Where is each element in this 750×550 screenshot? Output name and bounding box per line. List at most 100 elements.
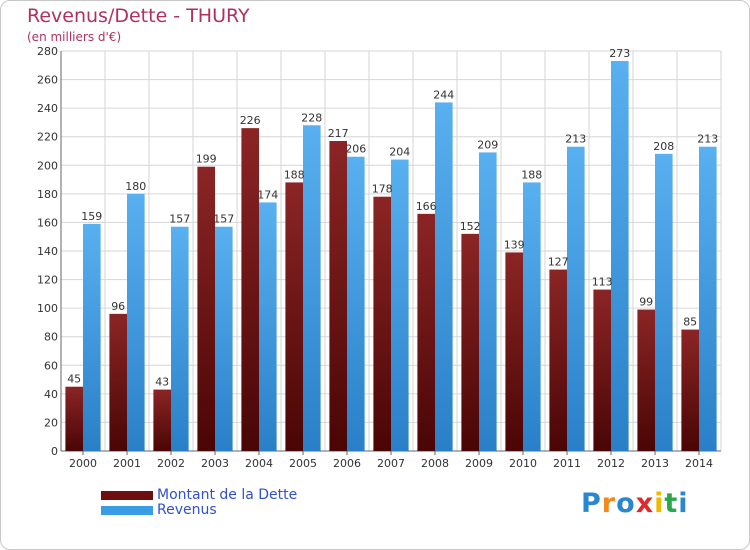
data-label: 188 xyxy=(284,168,305,181)
chart-subtitle: (en milliers d'€) xyxy=(27,30,122,44)
bar-revenus xyxy=(347,156,365,451)
x-tick-label: 2003 xyxy=(201,457,229,470)
bar-dette xyxy=(285,182,303,451)
x-tick-label: 2014 xyxy=(685,457,713,470)
bar-dette xyxy=(681,329,699,451)
data-label: 213 xyxy=(697,133,718,146)
logo-letter: r xyxy=(601,488,617,519)
chart-title: Revenus/Dette - THURY xyxy=(27,5,250,27)
data-label: 166 xyxy=(416,200,437,213)
bar-revenus xyxy=(215,226,233,451)
bar-dette xyxy=(65,386,83,451)
bar-revenus xyxy=(127,193,145,451)
bar-revenus xyxy=(567,146,585,451)
y-tick-label: 280 xyxy=(37,45,58,58)
data-label: 45 xyxy=(67,373,81,386)
x-tick-label: 2011 xyxy=(553,457,581,470)
data-label: 157 xyxy=(213,213,234,226)
data-label: 209 xyxy=(477,138,498,151)
y-tick-label: 200 xyxy=(37,159,58,172)
data-label: 99 xyxy=(639,296,653,309)
y-tick-label: 100 xyxy=(37,302,58,315)
x-tick-label: 2006 xyxy=(333,457,361,470)
logo-letter: P xyxy=(581,488,602,519)
x-tick-label: 2013 xyxy=(641,457,669,470)
bar-dette xyxy=(241,128,259,451)
data-label: 204 xyxy=(389,146,410,159)
y-tick-label: 80 xyxy=(44,331,58,344)
x-tick-label: 2005 xyxy=(289,457,317,470)
bar-dette xyxy=(417,213,435,451)
data-label: 180 xyxy=(125,180,146,193)
x-tick-label: 2012 xyxy=(597,457,625,470)
legend-item-dette: Montant de la Dette xyxy=(101,487,297,503)
logo-letter: t xyxy=(664,488,679,519)
y-tick-label: 160 xyxy=(37,216,58,229)
bar-revenus xyxy=(699,146,717,451)
data-label: 244 xyxy=(433,88,454,101)
bar-dette xyxy=(505,252,523,451)
data-label: 152 xyxy=(460,220,481,233)
data-label: 188 xyxy=(521,168,542,181)
data-label: 157 xyxy=(169,213,190,226)
x-tick-label: 2000 xyxy=(69,457,97,470)
bar-revenus xyxy=(523,182,541,451)
bar-revenus xyxy=(611,61,629,451)
data-label: 85 xyxy=(683,316,697,329)
y-tick-label: 60 xyxy=(44,359,58,372)
bar-dette xyxy=(109,313,127,451)
legend-swatch-revenus xyxy=(101,505,153,515)
x-tick-label: 2009 xyxy=(465,457,493,470)
bar-dette xyxy=(593,289,611,451)
data-label: 206 xyxy=(345,143,366,156)
data-label: 273 xyxy=(609,47,630,60)
y-tick-label: 260 xyxy=(37,74,58,87)
x-tick-label: 2010 xyxy=(509,457,537,470)
y-tick-label: 20 xyxy=(44,416,58,429)
y-tick-label: 40 xyxy=(44,388,58,401)
bars xyxy=(65,61,717,452)
bar-revenus xyxy=(391,159,409,452)
logo-letter: i xyxy=(654,488,665,519)
logo-letter: o xyxy=(616,488,636,519)
data-label: 96 xyxy=(111,300,125,313)
data-label: 159 xyxy=(81,210,102,223)
bar-dette xyxy=(197,166,215,451)
y-tick-label: 120 xyxy=(37,274,58,287)
data-label: 228 xyxy=(301,111,322,124)
y-tick-label: 0 xyxy=(51,445,58,458)
legend-label-dette: Montant de la Dette xyxy=(157,487,298,503)
y-tick-label: 140 xyxy=(37,245,58,258)
y-tick-label: 240 xyxy=(37,102,58,115)
bar-revenus xyxy=(259,202,277,451)
data-label: 139 xyxy=(504,238,525,251)
data-label: 178 xyxy=(372,183,393,196)
bar-dette xyxy=(153,389,171,451)
legend-swatch-dette xyxy=(101,490,153,500)
data-label: 174 xyxy=(257,188,278,201)
x-tick-label: 2004 xyxy=(245,457,273,470)
y-tick-label: 220 xyxy=(37,131,58,144)
data-label: 217 xyxy=(328,127,349,140)
bar-revenus xyxy=(479,152,497,451)
logo-letter: i xyxy=(678,488,689,519)
data-label: 199 xyxy=(196,153,217,166)
x-tick-label: 2001 xyxy=(113,457,141,470)
data-labels: 45 96 43 199 226 188 217 178 166 152 139 127 113 99 85… xyxy=(67,47,718,389)
data-label: 213 xyxy=(565,133,586,146)
bar-revenus xyxy=(435,102,453,451)
logo-letter: x xyxy=(635,488,655,519)
bar-dette xyxy=(461,233,479,451)
y-tick-label: 180 xyxy=(37,188,58,201)
bar-revenus xyxy=(303,125,321,452)
x-tick-label: 2007 xyxy=(377,457,405,470)
bar-revenus xyxy=(171,226,189,451)
bar-revenus xyxy=(83,223,101,451)
legend-item-revenus: Revenus xyxy=(101,502,217,518)
data-label: 127 xyxy=(548,256,569,269)
bar-dette xyxy=(329,141,347,451)
data-label: 43 xyxy=(155,376,169,389)
x-tick-label: 2008 xyxy=(421,457,449,470)
